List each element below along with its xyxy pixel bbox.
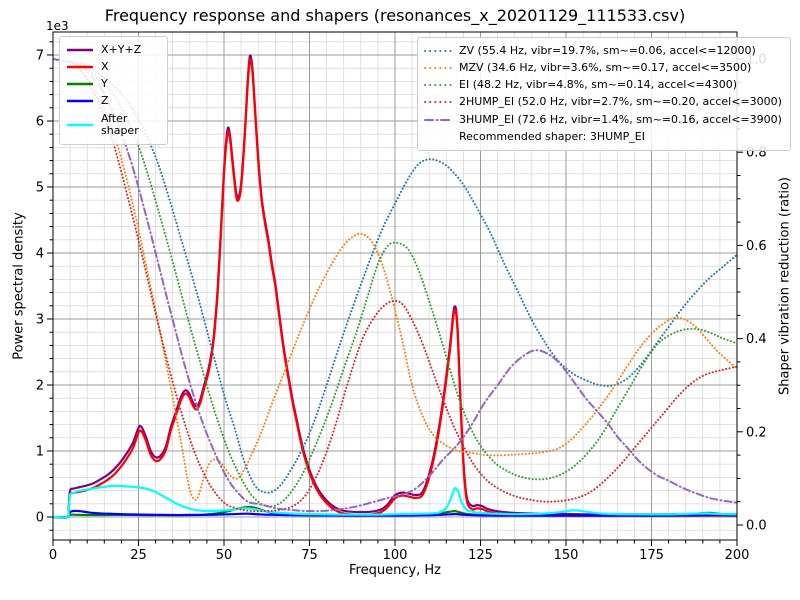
- dashdot-line-sample-icon: [424, 118, 452, 121]
- y-left-tick-label: 6: [36, 115, 44, 130]
- x-tick-label: 200: [725, 548, 750, 563]
- y-right-tick-label: 0.0: [746, 519, 767, 534]
- legend-label: EI (48.2 Hz, vibr=4.8%, sm~=0.14, accel<…: [459, 78, 737, 92]
- y-axis-label-right: Shaper vibration reduction (ratio): [777, 177, 793, 395]
- legend-item: 2HUMP_EI (52.0 Hz, vibr=2.7%, sm~=0.20, …: [424, 94, 782, 111]
- y-left-tick-label: 5: [36, 181, 44, 196]
- x-tick-label: 100: [383, 548, 408, 563]
- legend-label: X: [101, 59, 109, 73]
- x-tick-label: 150: [554, 548, 579, 563]
- solid-line-sample-icon: [67, 100, 93, 103]
- shaper-3hump-ei-curve: [53, 58, 737, 513]
- solid-line-sample-icon: [67, 48, 93, 51]
- legend-item: X: [66, 58, 159, 75]
- recommended-shaper-note: Recommended shaper: 3HUMP_EI: [459, 130, 645, 143]
- y-right-tick-label: 0.2: [746, 425, 767, 440]
- chart-title: Frequency response and shapers (resonanc…: [104, 6, 686, 25]
- axis-scale-multiplier: 1e3: [46, 19, 69, 33]
- shaper-zv-curve: [53, 58, 737, 494]
- shaper-2hump-ei-curve: [53, 58, 737, 513]
- axis-ticks: [47, 41, 743, 546]
- x-axis-label: Frequency, Hz: [348, 563, 442, 578]
- legend-label: Z: [101, 94, 109, 108]
- solid-line-sample-icon: [67, 65, 93, 69]
- dotted-line-sample-icon: [424, 49, 452, 52]
- legend-item: Y: [66, 76, 159, 93]
- legend-item: ZV (55.4 Hz, vibr=19.7%, sm~=0.06, accel…: [424, 42, 782, 59]
- x-tick-label: 25: [130, 548, 147, 563]
- legend-item: EI (48.2 Hz, vibr=4.8%, sm~=0.14, accel<…: [424, 77, 782, 94]
- psd-z-curve: [53, 509, 737, 519]
- legend-item: 3HUMP_EI (72.6 Hz, vibr=1.4%, sm~=0.16, …: [424, 111, 782, 128]
- curves: [53, 54, 737, 519]
- x-tick-label: 175: [639, 548, 664, 563]
- y-axis-label-left: Power spectral density: [11, 212, 27, 360]
- y-right-tick-label: 0.6: [746, 239, 767, 254]
- shaper-mzv-curve: [53, 58, 737, 501]
- legend-item: After shaper: [66, 110, 159, 139]
- legend-label: 3HUMP_EI (72.6 Hz, vibr=1.4%, sm~=0.16, …: [459, 112, 782, 126]
- legend-label: X+Y+Z: [101, 42, 142, 56]
- solid-line-sample-icon: [67, 123, 93, 127]
- y-left-tick-label: 2: [36, 379, 44, 394]
- legend-label: MZV (34.6 Hz, vibr=3.6%, sm~=0.17, accel…: [459, 60, 752, 74]
- legend-item: MZV (34.6 Hz, vibr=3.6%, sm~=0.17, accel…: [424, 59, 782, 76]
- psd-after-shaper-curve: [53, 484, 737, 519]
- y-right-tick-label: 0.4: [746, 332, 767, 347]
- legend-label: ZV (55.4 Hz, vibr=19.7%, sm~=0.06, accel…: [459, 43, 756, 57]
- x-tick-label: 50: [216, 548, 233, 563]
- x-tick-label: 0: [49, 548, 57, 563]
- x-tick-label: 75: [301, 548, 318, 563]
- legend-label: Y: [101, 77, 108, 91]
- data-legend: X+Y+Z X Y Z After shaper: [59, 36, 168, 145]
- y-left-tick-label: 7: [36, 49, 44, 64]
- psd-x-curve: [53, 58, 737, 519]
- dotted-line-sample-icon: [424, 84, 452, 87]
- x-tick-label: 125: [468, 548, 493, 563]
- y-left-tick-label: 0: [36, 511, 44, 526]
- legend-label: 2HUMP_EI (52.0 Hz, vibr=2.7%, sm~=0.20, …: [459, 95, 782, 109]
- solid-line-sample-icon: [67, 82, 93, 86]
- legend-label: After shaper: [101, 111, 139, 137]
- dotted-line-sample-icon: [424, 101, 452, 104]
- shaper-ei-curve: [53, 58, 737, 508]
- legend-item: Z: [66, 93, 159, 110]
- shaper-legend: ZV (55.4 Hz, vibr=19.7%, sm~=0.06, accel…: [417, 37, 791, 151]
- y-left-tick-label: 4: [36, 247, 44, 262]
- y-left-tick-label: 3: [36, 313, 44, 328]
- dotted-line-sample-icon: [424, 66, 452, 69]
- legend-item: X+Y+Z: [66, 41, 159, 58]
- y-left-tick-label: 1: [36, 445, 44, 460]
